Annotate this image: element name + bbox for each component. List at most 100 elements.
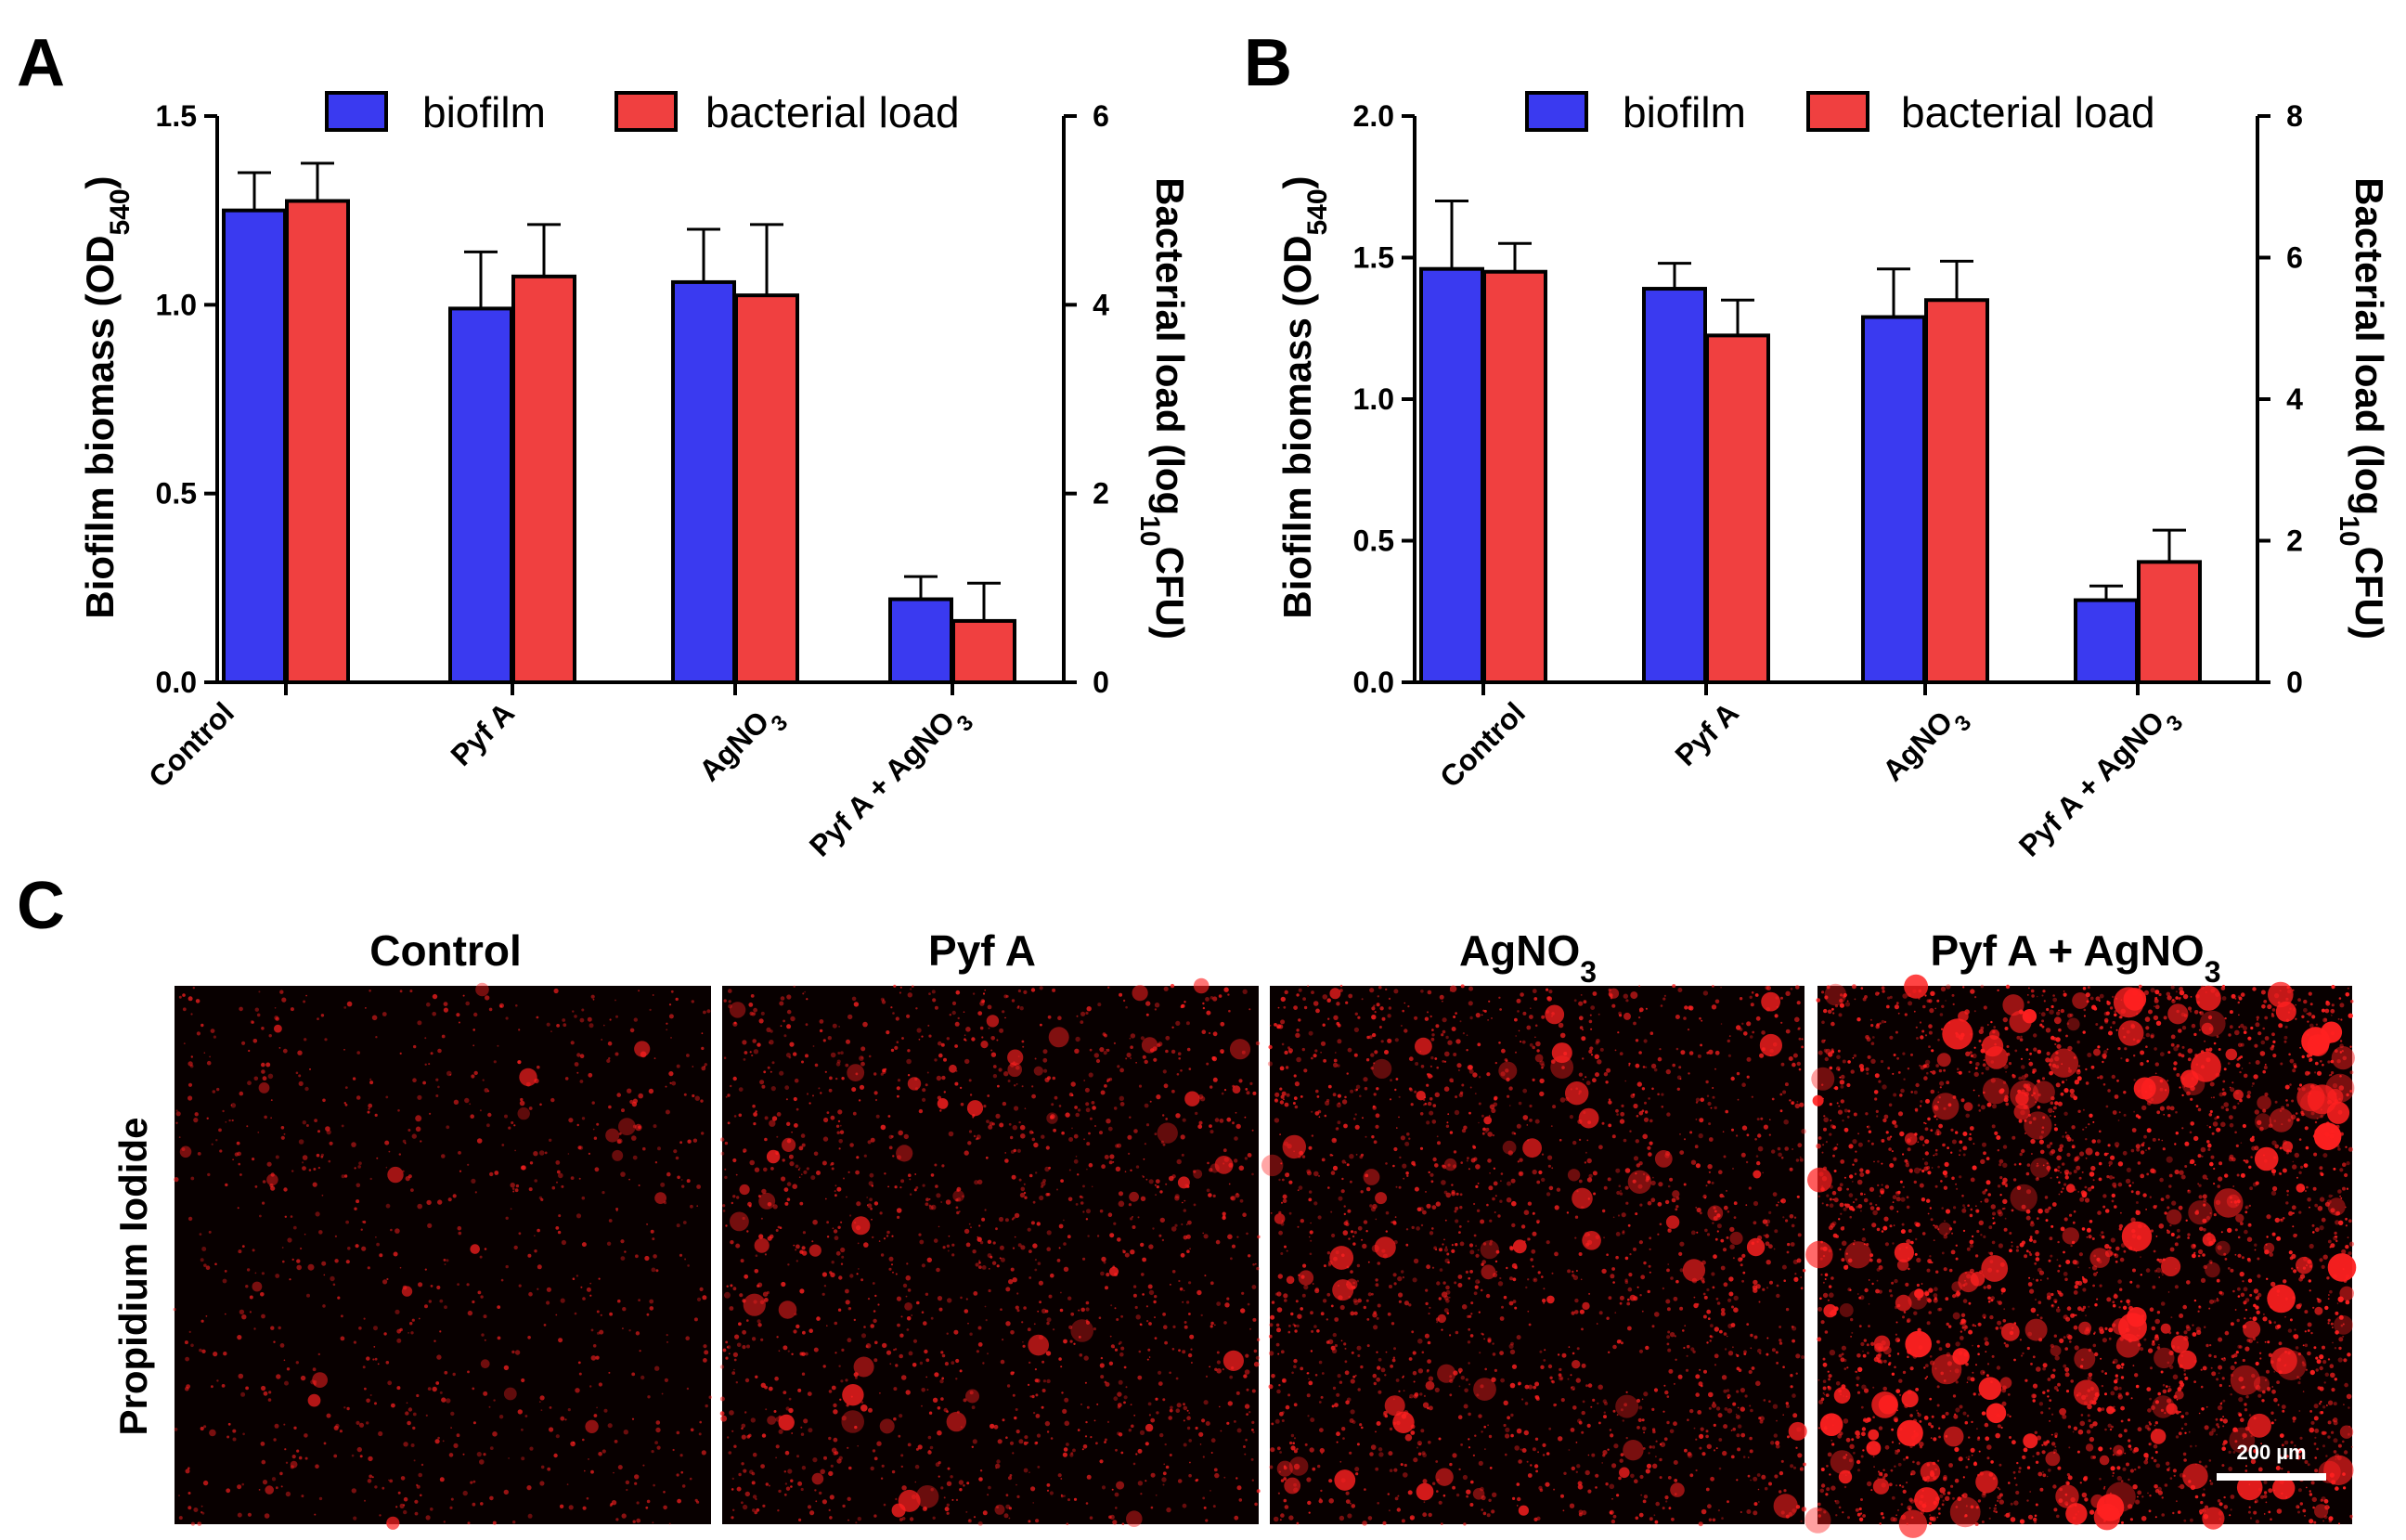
stain-spot [579, 1054, 585, 1058]
stain-spot [978, 1260, 981, 1262]
stain-spot [1427, 1011, 1429, 1014]
stain-spot [1624, 1256, 1629, 1261]
stain-spot [2073, 1325, 2078, 1330]
stain-spot [1367, 1261, 1370, 1263]
stain-spot [450, 1427, 453, 1430]
stain-spot [343, 1406, 346, 1409]
stain-spot [387, 1380, 393, 1386]
stain-spot [1168, 1416, 1172, 1420]
stain-spot [896, 1145, 913, 1162]
stain-spot [251, 1020, 254, 1024]
stain-spot [1428, 1512, 1432, 1518]
stain-spot [501, 1144, 505, 1146]
stain-spot [437, 1085, 440, 1089]
stain-spot [1611, 1463, 1617, 1469]
stain-spot [802, 1231, 807, 1235]
stain-spot [879, 1418, 895, 1434]
stain-spot [1741, 1253, 1746, 1258]
stain-spot [1478, 1311, 1481, 1314]
stain-spot [343, 1102, 346, 1105]
stain-spot [953, 1329, 959, 1335]
stain-spot [1585, 1081, 1591, 1086]
stain-spot [1538, 1485, 1543, 1491]
stain-spot [1367, 1516, 1373, 1521]
stain-spot [1482, 1127, 1486, 1132]
stain-spot [1201, 1418, 1206, 1423]
stain-spot [1377, 1303, 1381, 1308]
stain-spot [1792, 1259, 1799, 1265]
stain-spot [1649, 1141, 1653, 1145]
panel-c-side-label: Propidium Iodide [111, 1118, 155, 1436]
stain-spot [418, 1472, 423, 1478]
stain-spot [1726, 1389, 1730, 1392]
stain-spot [778, 1414, 795, 1431]
stain-spot [1445, 1285, 1450, 1290]
stain-spot [792, 1184, 797, 1189]
stain-spot [722, 1210, 726, 1212]
stain-spot [1438, 1500, 1442, 1505]
stain-spot [581, 1242, 587, 1248]
stain-spot [783, 1345, 788, 1351]
stain-spot [1736, 1071, 1740, 1076]
stain-spot [568, 1118, 574, 1123]
stain-spot [1353, 1311, 1358, 1315]
stain-spot [1205, 1519, 1209, 1522]
stain-spot [1766, 1223, 1769, 1227]
stain-spot [767, 1066, 770, 1069]
stain-spot [1346, 1265, 1350, 1269]
stain-spot [1870, 1142, 1874, 1145]
stain-spot [313, 1168, 317, 1171]
stain-spot [1325, 1100, 1330, 1106]
stain-spot [1526, 1460, 1529, 1463]
stain-spot [1588, 1019, 1593, 1024]
stain-spot [549, 1427, 554, 1432]
stain-spot [1603, 1415, 1607, 1419]
stain-spot [1150, 1417, 1156, 1423]
stain-spot [793, 1052, 797, 1056]
stain-spot [1308, 1145, 1313, 1150]
stain-spot [579, 1080, 584, 1083]
stain-spot [1785, 1219, 1789, 1223]
stain-spot [1567, 1269, 1572, 1274]
stain-spot [834, 1194, 837, 1197]
stain-spot [834, 1236, 839, 1241]
stain-spot [1575, 1470, 1579, 1474]
stain-spot [754, 1269, 759, 1274]
stain-spot [367, 1110, 370, 1114]
stain-spot [1449, 1334, 1452, 1337]
stain-spot [1737, 1447, 1741, 1452]
stain-spot [1154, 1003, 1160, 1008]
stain-spot [246, 1125, 249, 1128]
stain-spot [2063, 1088, 2069, 1094]
stain-spot [1789, 1167, 1793, 1171]
stain-spot [1801, 1507, 1807, 1512]
stain-spot [1224, 1302, 1230, 1308]
stain-spot [896, 1296, 902, 1301]
stain-spot [1032, 1243, 1038, 1249]
stain-spot [666, 1334, 668, 1337]
stain-spot [736, 1196, 740, 1199]
stain-spot [1679, 1306, 1684, 1311]
stain-spot [356, 1199, 360, 1204]
stain-spot [1303, 1005, 1308, 1010]
stain-spot [1393, 989, 1399, 994]
stain-spot [322, 1304, 326, 1308]
stain-spot [1140, 1196, 1146, 1202]
stain-spot [938, 1041, 942, 1046]
stain-spot [1427, 1340, 1431, 1345]
stain-spot [1383, 1410, 1388, 1416]
stain-spot [1609, 993, 1613, 998]
stain-spot [500, 1278, 504, 1282]
stain-spot [617, 1465, 623, 1470]
stain-spot [1474, 1093, 1477, 1094]
stain-spot [510, 1183, 515, 1188]
stain-spot [660, 1182, 666, 1187]
stain-spot [518, 1284, 522, 1288]
stain-spot [1501, 1305, 1504, 1309]
stain-spot [1201, 1029, 1207, 1034]
stain-spot [1494, 1368, 1497, 1372]
stain-spot [1251, 1129, 1254, 1132]
stain-spot [1046, 1112, 1058, 1124]
stain-spot [790, 1016, 796, 1022]
stain-spot [924, 1349, 928, 1354]
